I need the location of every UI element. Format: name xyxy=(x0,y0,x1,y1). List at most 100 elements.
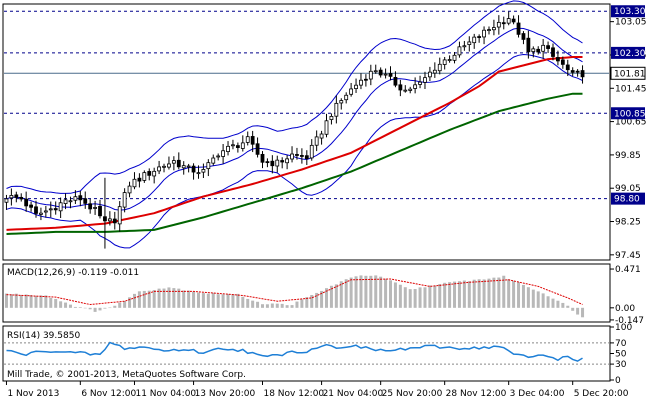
candle-body xyxy=(368,70,373,80)
macd-histogram-bar xyxy=(477,279,481,308)
macd-histogram-bar xyxy=(487,278,491,308)
macd-histogram-bar xyxy=(270,303,274,308)
level-label-box xyxy=(611,46,645,59)
candle-body xyxy=(295,154,299,156)
rsi-level-lines xyxy=(4,342,609,365)
candle-body xyxy=(472,36,477,44)
bollinger-upper xyxy=(6,0,583,194)
macd-histogram-bar xyxy=(256,301,260,308)
macd-histogram-bar xyxy=(369,275,373,308)
price-tick-label: 98.25 xyxy=(615,218,641,228)
current-price-box xyxy=(610,66,646,80)
macd-histogram-bar xyxy=(556,300,560,308)
macd-histogram-bar xyxy=(128,297,132,308)
candle-body xyxy=(344,94,349,101)
candle-body xyxy=(231,144,235,147)
candle-body xyxy=(280,160,285,163)
candle-body xyxy=(176,159,181,168)
candle-body xyxy=(442,59,447,65)
macd-histogram-bar xyxy=(280,303,284,308)
price-tick-label: 103.05 xyxy=(615,18,647,28)
rsi-line xyxy=(6,341,583,362)
price-tick-label: 100.65 xyxy=(615,118,647,128)
macd-histogram-bar xyxy=(482,279,486,308)
candle-body xyxy=(560,59,565,65)
candle-body xyxy=(191,165,196,173)
rsi-tick-label: 0 xyxy=(615,376,621,386)
macd-histogram-bar xyxy=(246,298,250,308)
candle-body xyxy=(506,18,511,24)
macd-histogram-bar xyxy=(231,294,235,308)
macd-panel: 0.471 0.00 -0.147 MACD(12,26,9) -0.119 -0.… xyxy=(2,263,644,326)
price-panel: 103.05102.25101.45100.6599.8599.0598.259… xyxy=(2,0,647,261)
candle-body xyxy=(181,165,186,169)
candle-body xyxy=(147,171,152,176)
macd-histogram-bar xyxy=(472,279,476,308)
candle-body xyxy=(531,48,536,52)
rsi-tick-label: 100 xyxy=(615,323,632,333)
candle-body xyxy=(98,205,102,217)
macd-histogram-bar xyxy=(236,293,240,308)
candle-body xyxy=(546,45,550,49)
candle-body xyxy=(398,84,403,91)
candle-body xyxy=(462,45,467,48)
macd-tick-label: 0.00 xyxy=(615,304,635,314)
candle-body xyxy=(354,84,358,90)
macd-histogram-bar xyxy=(73,306,77,308)
macd-histogram-bar xyxy=(251,300,255,308)
candle-body xyxy=(14,194,19,198)
macd-histogram-bar xyxy=(19,294,23,308)
macd-histogram-bar xyxy=(467,281,471,308)
candle-body xyxy=(53,208,58,211)
candle-body xyxy=(19,196,24,200)
macd-histogram-bar xyxy=(34,295,38,308)
time-tick-label: 5 Dec 20:00 xyxy=(574,389,629,399)
candle-body xyxy=(467,41,472,45)
macd-histogram-bar xyxy=(118,302,122,308)
macd-histogram-bar xyxy=(192,291,196,308)
time-tick-label: 13 Nov 20:00 xyxy=(195,389,256,399)
candle-body xyxy=(68,200,73,203)
candle-body xyxy=(477,36,482,38)
time-tick-label: 11 Nov 04:00 xyxy=(135,389,196,399)
macd-histogram-bar xyxy=(344,279,348,308)
macd-histogram-bar xyxy=(531,289,535,308)
price-tick-label: 99.05 xyxy=(615,184,641,194)
macd-histogram-bar xyxy=(305,297,309,308)
macd-histogram-bar xyxy=(571,307,575,311)
macd-histogram-bar xyxy=(142,290,146,308)
macd-histogram-bar xyxy=(433,285,437,308)
candle-body xyxy=(309,144,314,159)
candle-body xyxy=(457,46,462,56)
macd-histogram-bar xyxy=(182,290,186,308)
price-tick-label: 101.45 xyxy=(615,84,647,94)
bollinger-lower xyxy=(6,53,583,249)
macd-histogram-bar xyxy=(265,304,269,308)
macd-histogram-bar xyxy=(172,288,176,308)
macd-histogram-bar xyxy=(137,291,141,308)
candle-body xyxy=(201,169,206,173)
macd-signal-line xyxy=(6,278,583,306)
macd-histogram-bar xyxy=(462,280,466,308)
macd-histogram-bar xyxy=(521,284,525,308)
macd-axis: 0.471 0.00 -0.147 xyxy=(610,265,644,326)
level-label-box xyxy=(611,192,645,205)
candle-body xyxy=(314,136,319,146)
macd-histogram-bar xyxy=(453,281,457,308)
macd-histogram-bar xyxy=(354,276,358,308)
candle-body xyxy=(83,198,88,204)
macd-histogram-bar xyxy=(551,298,555,308)
price-panel-frame xyxy=(2,3,611,261)
copyright-text: Mill Trade, © 2001-2013, MetaQuotes Soft… xyxy=(7,370,246,380)
rsi-polyline xyxy=(6,341,583,362)
macd-histogram-bar xyxy=(300,299,304,308)
macd-histogram-bar xyxy=(187,290,191,308)
candle-body xyxy=(137,177,142,182)
ma-green-line xyxy=(6,92,583,235)
candle-body xyxy=(423,77,427,83)
candle-body xyxy=(482,29,486,38)
macd-histogram-bar xyxy=(201,293,205,308)
macd-histogram-bar xyxy=(113,305,117,308)
candle-body xyxy=(575,70,580,73)
